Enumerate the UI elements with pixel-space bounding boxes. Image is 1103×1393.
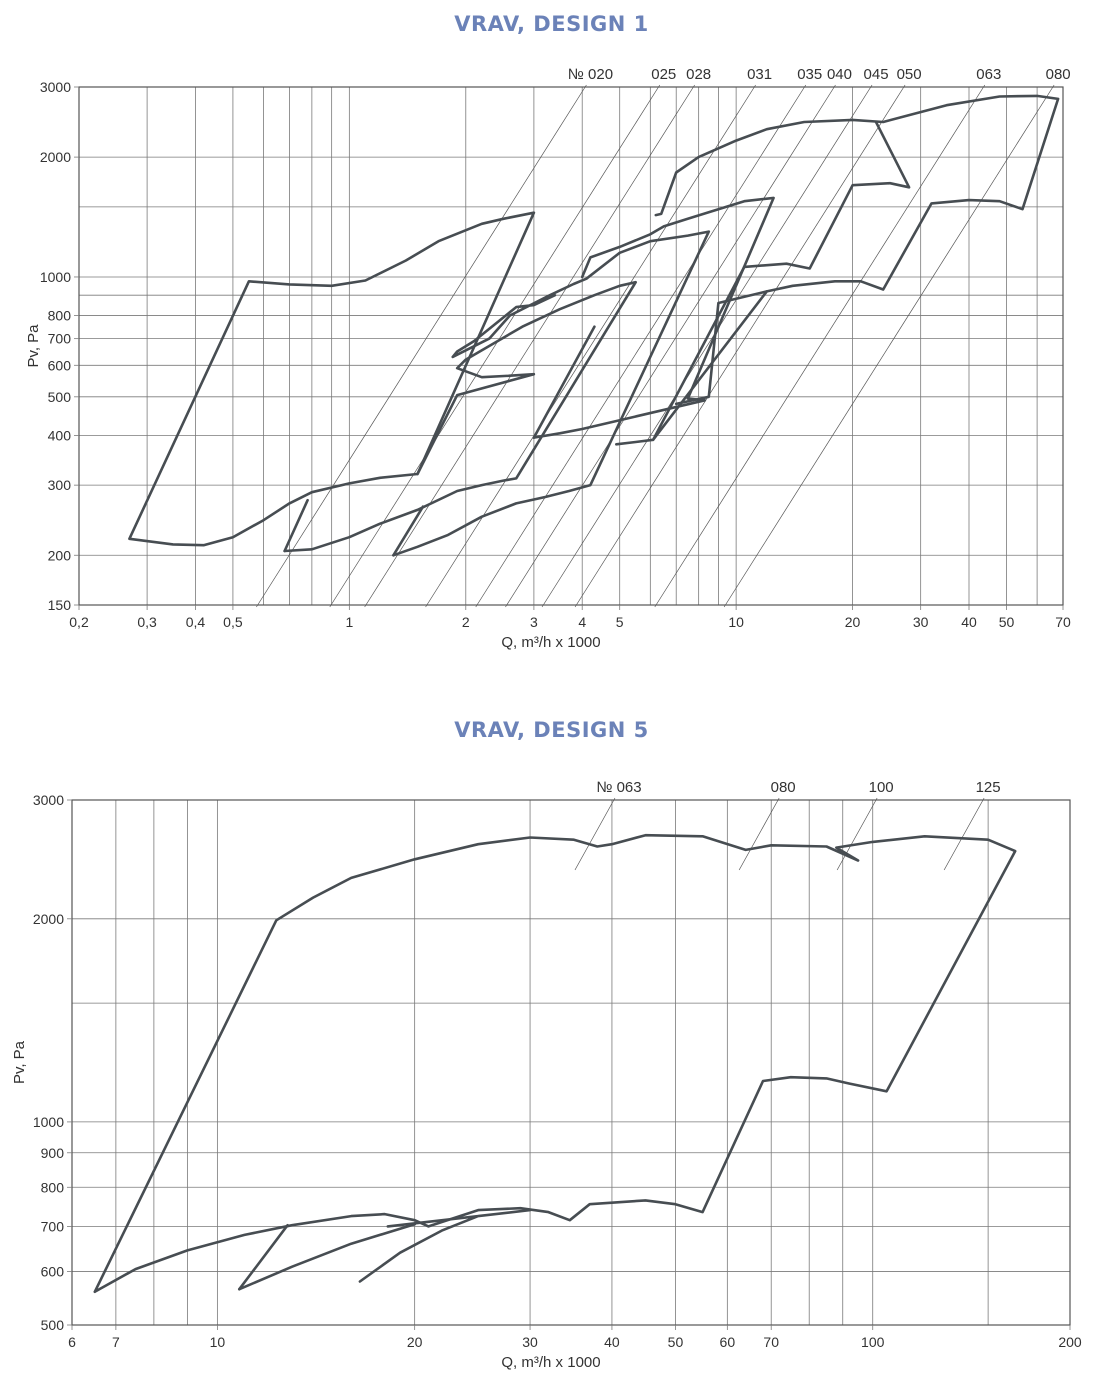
size-reference-line	[505, 84, 836, 608]
size-reference-line	[574, 797, 616, 871]
series-name-label: 035	[797, 66, 822, 83]
x-tick-label: 20	[407, 1334, 423, 1350]
size-reference-line	[943, 797, 985, 871]
y-axis-label: Pv, Pa	[11, 1040, 28, 1084]
series-name-label: № 063	[596, 779, 641, 796]
x-tick-label: 50	[668, 1334, 684, 1350]
series-curve	[283, 498, 309, 553]
y-tick-label: 3000	[33, 792, 64, 808]
y-tick-label: 150	[48, 597, 72, 613]
size-reference-line	[329, 84, 661, 608]
x-tick-label: 6	[68, 1334, 76, 1350]
chart-design-5: № 063 080 100 125 6 7 10 20 30 40 50 60 70 100 200 500 6…	[11, 779, 1082, 1371]
y-tick-label: 900	[41, 1145, 65, 1161]
x-axis-label: Q, m³/h x 1000	[501, 1354, 600, 1371]
series-curve	[615, 94, 1060, 446]
x-tick-label: 5	[616, 614, 624, 630]
series-curve	[238, 1223, 289, 1291]
series-curve	[651, 120, 911, 442]
y-tick-label: 600	[48, 357, 72, 373]
x-tick-label: 4	[578, 614, 586, 630]
x-tick-label: 40	[604, 1334, 620, 1350]
series-name-label: 031	[747, 66, 772, 83]
series-curve	[93, 833, 1017, 1294]
x-tick-label: 0,3	[137, 614, 157, 630]
chart-design-1: № 020 025 028 031 035 040 045 050 063 080 0,2 0,3 0,…	[25, 66, 1071, 651]
size-reference-line	[364, 84, 695, 608]
plot-frame	[71, 799, 1071, 1326]
size-reference-line	[654, 84, 986, 608]
x-tick-label: 10	[728, 614, 744, 630]
size-reference-line	[256, 84, 587, 608]
plot-frame	[78, 86, 1064, 606]
y-tick-label: 1000	[40, 269, 71, 285]
y-tick-label: 200	[48, 547, 72, 563]
x-tick-label: 50	[999, 614, 1015, 630]
series-name-label: 063	[976, 66, 1001, 83]
series-curve	[392, 230, 711, 557]
series-curve	[532, 325, 596, 439]
series-name-label: 045	[864, 66, 889, 83]
y-tick-label: 2000	[33, 911, 64, 927]
x-tick-label: 70	[1055, 614, 1071, 630]
y-tick-label: 500	[41, 1317, 65, 1333]
x-tick-label: 30	[522, 1334, 538, 1350]
series-name-label: 100	[869, 779, 894, 796]
series-curve	[392, 505, 425, 557]
series-name-label: 025	[651, 66, 676, 83]
y-tick-label: 300	[48, 477, 72, 493]
x-tick-label: 10	[210, 1334, 226, 1350]
size-reference-line	[475, 84, 807, 608]
y-tick-label: 1000	[33, 1114, 64, 1130]
x-tick-label: 100	[861, 1334, 885, 1350]
series-curve	[283, 280, 637, 553]
series-name-label: 040	[827, 66, 852, 83]
y-tick-label: 800	[41, 1179, 65, 1195]
y-tick-label: 400	[48, 427, 72, 443]
series-name-label: № 020	[568, 66, 613, 83]
size-reference-line	[836, 797, 878, 871]
x-tick-label: 200	[1058, 1334, 1082, 1350]
x-tick-label: 2	[462, 614, 470, 630]
x-tick-label: 7	[112, 1334, 120, 1350]
series-name-label: 050	[897, 66, 922, 83]
x-tick-label: 0,4	[186, 614, 206, 630]
x-axis-label: Q, m³/h x 1000	[501, 634, 600, 651]
y-axis-label: Pv, Pa	[25, 324, 42, 368]
series-name-label: 028	[686, 66, 711, 83]
chart-title-design-5: VRAV, DESIGN 5	[454, 718, 649, 742]
y-tick-label: 600	[41, 1264, 65, 1280]
x-tick-label: 40	[961, 614, 977, 630]
x-tick-label: 70	[763, 1334, 779, 1350]
size-reference-line	[723, 84, 1055, 608]
x-tick-label: 0,5	[223, 614, 243, 630]
series-name-label: 125	[976, 779, 1001, 796]
y-tick-label: 700	[41, 1218, 65, 1234]
x-tick-label: 1	[345, 614, 353, 630]
size-reference-line	[541, 84, 873, 608]
series-curve	[532, 196, 775, 439]
x-tick-label: 60	[720, 1334, 736, 1350]
x-tick-label: 20	[845, 614, 861, 630]
x-tick-label: 30	[913, 614, 929, 630]
size-reference-line	[738, 797, 780, 871]
y-tick-label: 2000	[40, 149, 71, 165]
y-tick-label: 500	[48, 389, 72, 405]
y-tick-label: 700	[48, 331, 72, 347]
series-name-label: 080	[1046, 66, 1071, 83]
series-curve	[238, 1223, 416, 1291]
y-tick-label: 800	[48, 308, 72, 324]
series-curve	[128, 211, 536, 547]
x-tick-label: 0,2	[69, 614, 89, 630]
chart-title-design-1: VRAV, DESIGN 1	[454, 12, 649, 36]
x-tick-label: 3	[530, 614, 538, 630]
series-curve	[358, 1208, 532, 1283]
series-curve	[674, 290, 769, 406]
size-reference-line	[574, 84, 906, 608]
series-name-label: 080	[771, 779, 796, 796]
size-reference-line	[425, 84, 756, 608]
y-tick-label: 3000	[40, 79, 71, 95]
